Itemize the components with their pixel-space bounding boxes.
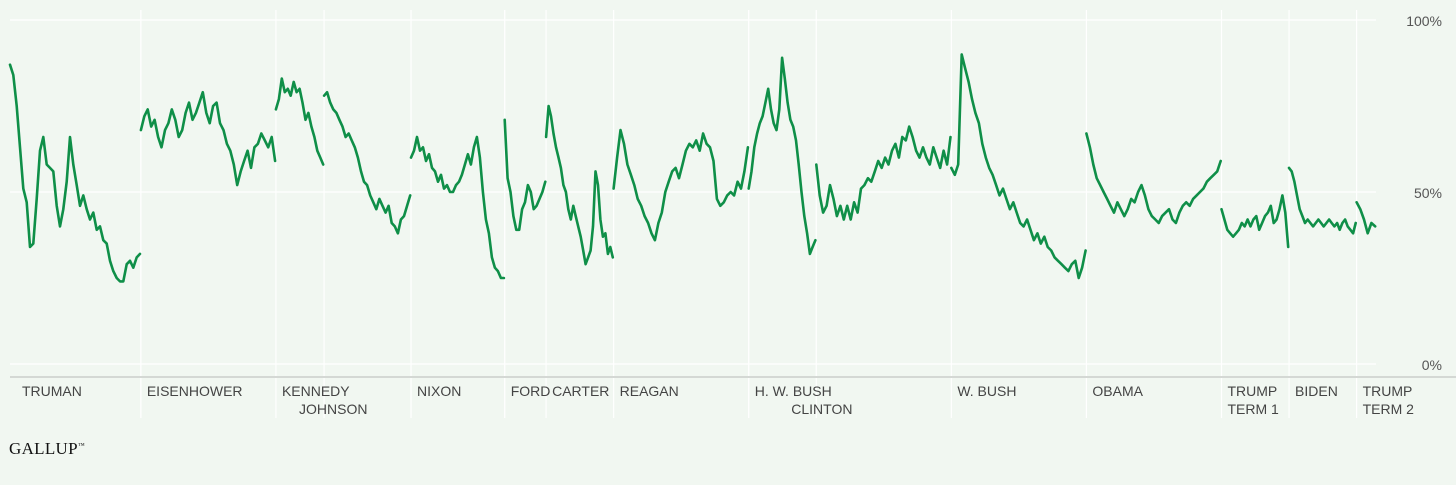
label-trump-term-2: TRUMP TERM 2 <box>1363 383 1415 417</box>
label-carter: CARTER <box>552 383 609 399</box>
label-line: CARTER <box>552 383 609 399</box>
label-line: BIDEN <box>1295 383 1338 399</box>
series-line-w-bush <box>950 53 1087 280</box>
series-line-eisenhower <box>139 90 277 187</box>
y-tick-label-50: 50% <box>1414 185 1442 201</box>
label-line: CLINTON <box>791 401 852 417</box>
label-obama: OBAMA <box>1092 383 1143 399</box>
y-tick-label-100: 100% <box>1406 13 1442 29</box>
approval-series <box>8 53 1377 283</box>
label-line: TRUMP <box>1228 383 1278 399</box>
series-line-trump-term-1 <box>1220 194 1290 249</box>
logo-text: GALLUP <box>9 439 78 458</box>
label-line: TRUMAN <box>22 383 82 399</box>
label-line: EISENHOWER <box>147 383 243 399</box>
gallup-logo: GALLUP™ <box>9 439 85 459</box>
series-line-johnson <box>322 90 412 235</box>
label-ford: FORD <box>511 383 551 399</box>
label-line: TERM 1 <box>1228 401 1280 417</box>
series-line-truman <box>8 63 142 283</box>
presidency-dividers <box>140 10 1358 418</box>
label-trump-term-1: TRUMP TERM 1 <box>1228 383 1280 417</box>
series-line-obama <box>1085 132 1222 225</box>
series-line-ford <box>503 118 547 232</box>
label-line: OBAMA <box>1092 383 1143 399</box>
label-h-w-bush: H. W. BUSH <box>755 383 832 399</box>
label-line: NIXON <box>417 383 461 399</box>
label-reagan: REAGAN <box>620 383 679 399</box>
label-line: FORD <box>511 383 551 399</box>
y-axis-ticks: 100% 50% 0% <box>1406 13 1442 373</box>
label-eisenhower: EISENHOWER <box>147 383 243 399</box>
label-kennedy: KENNEDY <box>282 383 350 399</box>
series-line-clinton <box>815 125 952 221</box>
label-biden: BIDEN <box>1295 383 1338 399</box>
series-line-carter <box>544 104 615 266</box>
label-line: JOHNSON <box>299 401 367 417</box>
series-line-nixon <box>409 135 506 280</box>
label-line: W. BUSH <box>957 383 1016 399</box>
series-line-trump-term-2 <box>1355 201 1377 235</box>
series-line-h-w-bush <box>747 56 817 256</box>
label-line: TERM 2 <box>1363 401 1415 417</box>
series-line-biden <box>1287 166 1357 235</box>
label-clinton: CLINTON <box>791 401 852 417</box>
y-tick-label-0: 0% <box>1422 357 1442 373</box>
label-johnson: JOHNSON <box>299 401 367 417</box>
label-line: TRUMP <box>1363 383 1413 399</box>
series-line-kennedy <box>274 77 325 166</box>
trademark-mark: ™ <box>77 441 86 450</box>
label-line: KENNEDY <box>282 383 350 399</box>
label-line: REAGAN <box>620 383 679 399</box>
label-w-bush: W. BUSH <box>957 383 1016 399</box>
gridlines <box>10 19 1376 365</box>
label-nixon: NIXON <box>417 383 461 399</box>
label-truman: TRUMAN <box>22 383 82 399</box>
series-line-reagan <box>612 128 750 242</box>
label-line: H. W. BUSH <box>755 383 832 399</box>
